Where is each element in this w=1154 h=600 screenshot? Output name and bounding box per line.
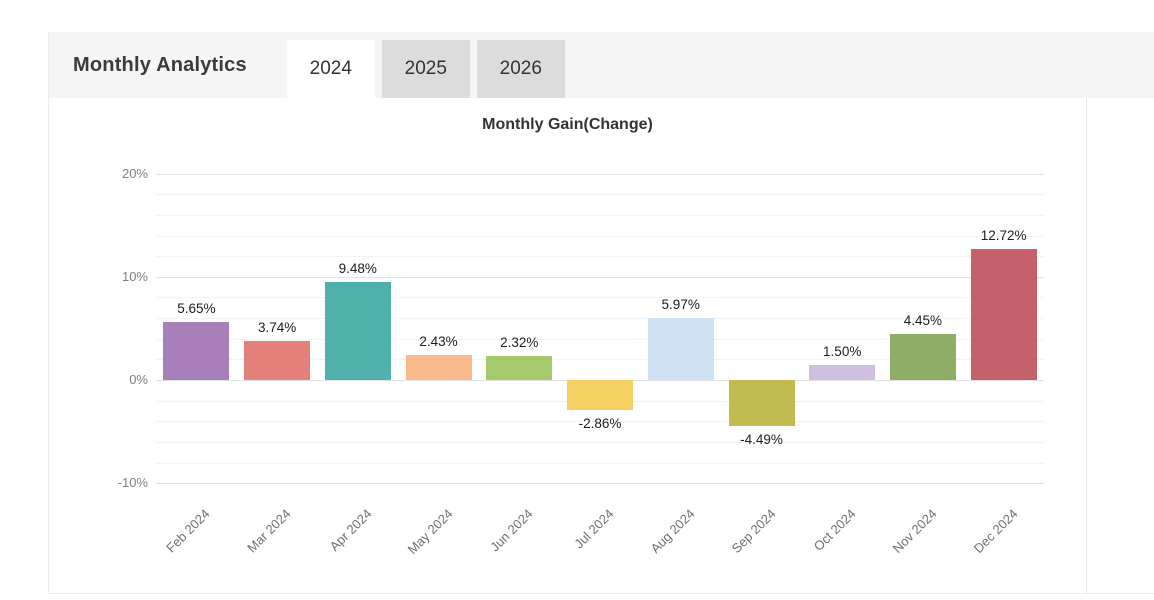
bar-nov-2024[interactable]	[889, 334, 956, 380]
major-grid-line	[156, 483, 1044, 485]
minor-grid-line	[156, 214, 1044, 216]
minor-grid-line	[156, 194, 1044, 196]
plot-area: 20% 10% 0% -10% 5.65% Feb 2024 3.74% Mar 2024 9.…	[49, 98, 1086, 593]
bar-dec-2024[interactable]	[970, 248, 1037, 380]
bar-feb-2024[interactable]	[163, 321, 230, 380]
year-tabs: 2024 2025 2026	[286, 40, 565, 98]
x-axis-label: Oct 2024	[810, 506, 859, 554]
minor-grid-line	[156, 318, 1044, 320]
bar-mar-2024[interactable]	[244, 341, 311, 380]
tab-2026[interactable]: 2026	[476, 40, 565, 98]
analytics-card: Monthly Analytics 2024 2025 2026 Monthly G…	[48, 32, 1154, 594]
minor-grid-line	[156, 359, 1044, 361]
bar-sep-2024[interactable]	[728, 380, 795, 427]
y-axis-label: 0%	[129, 372, 148, 387]
bar-value-label: 5.97%	[661, 297, 700, 313]
y-axis-label: -10%	[117, 475, 148, 491]
bar-jun-2024[interactable]	[486, 356, 553, 380]
x-axis-label: May 2024	[404, 506, 456, 557]
bar-value-label: 1.50%	[823, 343, 862, 359]
x-axis-label: Jun 2024	[487, 506, 536, 555]
bar-value-label: 12.72%	[980, 227, 1027, 243]
bar-value-label: -2.86%	[578, 415, 622, 431]
minor-grid-line	[156, 235, 1044, 237]
bar-value-label: -4.49%	[740, 432, 783, 448]
major-grid-line	[156, 276, 1044, 278]
minor-grid-line	[156, 421, 1044, 423]
bar-value-label: 9.48%	[338, 261, 377, 277]
bar-oct-2024[interactable]	[809, 364, 876, 380]
bar-value-label: 2.43%	[419, 333, 458, 349]
x-axis-label: Sep 2024	[728, 506, 779, 556]
card-header: Monthly Analytics 2024 2025 2026	[49, 32, 1154, 98]
bar-value-label: 3.74%	[257, 320, 297, 336]
x-axis-label: Aug 2024	[647, 506, 698, 556]
bar-jul-2024[interactable]	[567, 380, 633, 410]
x-axis-label: Nov 2024	[889, 506, 940, 556]
bar-value-label: 5.65%	[177, 300, 216, 316]
minor-grid-line	[156, 462, 1044, 464]
bar-aug-2024[interactable]	[647, 318, 714, 380]
bar-value-label: 2.32%	[500, 335, 539, 351]
minor-grid-line	[156, 338, 1044, 340]
x-axis-label: Feb 2024	[163, 506, 213, 556]
bar-may-2024[interactable]	[405, 354, 472, 380]
y-axis-label: 20%	[121, 165, 148, 181]
x-axis-label: Dec 2024	[970, 506, 1021, 556]
chart-title: Monthly Gain(Change)	[482, 116, 653, 133]
bar-apr-2024[interactable]	[324, 282, 391, 380]
major-grid-line	[156, 173, 1044, 175]
tab-2025[interactable]: 2025	[381, 40, 470, 98]
x-axis-label: Jul 2024	[571, 506, 617, 552]
chart-container: Monthly Gain(Change) 20% 10% 0% -10% 5.65% Fe…	[49, 98, 1087, 593]
panel-title: Monthly Analytics	[73, 53, 247, 76]
x-axis-label: Mar 2024	[244, 506, 294, 556]
minor-grid-line	[156, 256, 1044, 258]
y-axis-label: 10%	[121, 268, 148, 284]
bar-value-label: 4.45%	[903, 313, 943, 329]
minor-grid-line	[156, 297, 1044, 299]
x-axis-label: Apr 2024	[326, 506, 375, 554]
minor-grid-line	[156, 441, 1044, 443]
tab-2024[interactable]: 2024	[286, 40, 375, 98]
